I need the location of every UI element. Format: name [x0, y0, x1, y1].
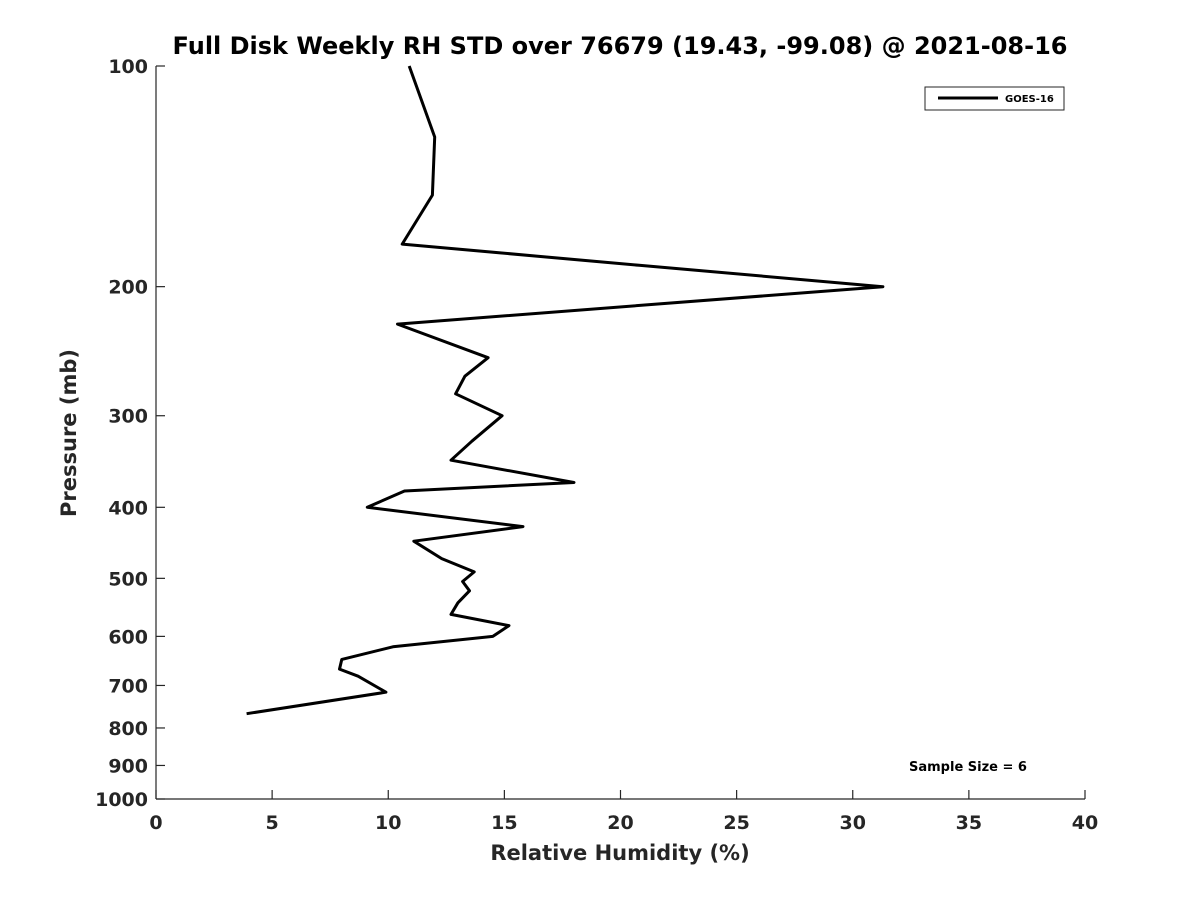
- chart-title: Full Disk Weekly RH STD over 76679 (19.4…: [173, 32, 1068, 60]
- y-tick-label: 600: [108, 626, 148, 648]
- x-tick-label: 30: [840, 812, 866, 834]
- x-tick-label: 0: [149, 812, 162, 834]
- y-tick-label: 700: [108, 675, 148, 697]
- series-line-goes-16: [246, 65, 885, 716]
- x-tick-label: 20: [607, 812, 633, 834]
- y-tick-label: 500: [108, 568, 148, 590]
- x-tick-label: 15: [491, 812, 517, 834]
- y-tick-label: 400: [108, 497, 148, 519]
- legend-label-goes-16: GOES-16: [1005, 94, 1054, 105]
- x-tick-label: 40: [1072, 812, 1098, 834]
- y-tick-label: 900: [108, 755, 148, 777]
- series-group: [246, 65, 885, 716]
- y-tick-label: 300: [108, 406, 148, 428]
- y-ticks: 100 200 300 400 500 600 700 800 900 1000: [95, 56, 165, 811]
- x-tick-label: 25: [723, 812, 749, 834]
- x-ticks: 0 5 10 15 20 25 30 35 40: [149, 790, 1098, 834]
- y-tick-label: 1000: [95, 789, 148, 811]
- x-tick-label: 10: [375, 812, 401, 834]
- legend: GOES-16: [924, 86, 1065, 111]
- y-axis-label: Pressure (mb): [57, 349, 81, 517]
- y-tick-label: 100: [108, 56, 148, 78]
- x-tick-label: 5: [266, 812, 279, 834]
- x-tick-label: 35: [956, 812, 982, 834]
- sample-size-annotation: Sample Size = 6: [909, 760, 1027, 775]
- x-axis-label: Relative Humidity (%): [490, 841, 749, 865]
- y-tick-label: 800: [108, 718, 148, 740]
- y-tick-label: 200: [108, 277, 148, 299]
